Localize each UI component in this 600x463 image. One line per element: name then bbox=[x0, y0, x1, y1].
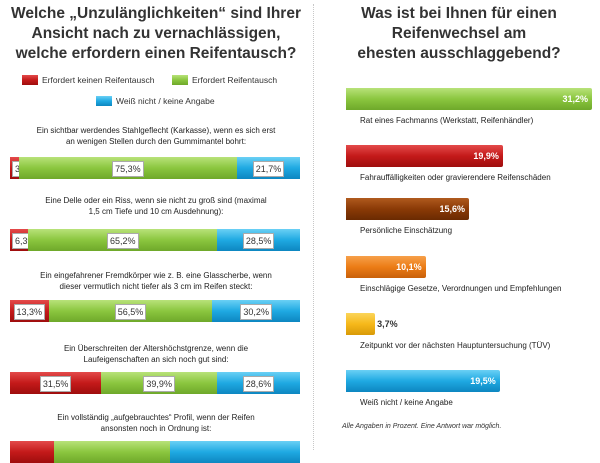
question-line: Ein eingefahrener Fremdkörper wie z. B. … bbox=[40, 271, 272, 280]
legend-swatch bbox=[22, 75, 38, 85]
bar-segment: 65,2% bbox=[28, 229, 218, 251]
question-line: Ein vollständig „aufgebrauchtes“ Profil,… bbox=[57, 413, 255, 422]
left-chart-title: Welche „Unzulänglichkeiten“ sind Ihrer A… bbox=[4, 4, 308, 64]
question-line: Ein sichtbar werdendes Stahlgeflecht (Ka… bbox=[36, 126, 276, 135]
question-line: ansonsten noch in Ordnung ist: bbox=[100, 424, 212, 433]
data-label: 75,3% bbox=[112, 161, 144, 177]
stacked-bar: 13,3% 56,5% 30,2% bbox=[10, 300, 300, 322]
right-title-line: Was ist bei Ihnen für einen bbox=[361, 5, 557, 22]
bar-segment: 56,5% bbox=[48, 300, 213, 322]
left-title-line: Ansicht nach zu vernachlässigen, bbox=[31, 25, 281, 42]
bar-segment: 75,3% bbox=[18, 157, 238, 179]
bar bbox=[346, 313, 376, 335]
data-label: 30,2% bbox=[240, 304, 272, 320]
legend-label: Weiß nicht / keine Angabe bbox=[116, 96, 215, 106]
data-label: 19,5% bbox=[470, 376, 496, 386]
question-text: Ein eingefahrener Fremdkörper wie z. B. … bbox=[6, 270, 306, 292]
question-line: an wenigen Stellen durch den Gummimantel… bbox=[65, 137, 247, 146]
left-title-line: Welche „Unzulänglichkeiten“ sind Ihrer bbox=[11, 5, 301, 22]
question-line: Laufeigenschaften an sich noch gut sind: bbox=[83, 355, 229, 364]
bar bbox=[346, 88, 592, 110]
bar-segment bbox=[169, 441, 300, 463]
question-text: Ein vollständig „aufgebrauchtes“ Profil,… bbox=[6, 412, 306, 434]
data-label: 56,5% bbox=[114, 304, 147, 320]
data-label: 28,5% bbox=[242, 233, 275, 249]
bar-segment: 28,6% bbox=[217, 372, 300, 394]
bar-segment bbox=[10, 441, 54, 463]
question-line: 1,5 cm Tiefe und 10 cm Ausdehnung): bbox=[88, 207, 224, 216]
right-chart-panel: Was ist bei Ihnen für einen Reifenwechse… bbox=[318, 0, 600, 450]
legend-swatch bbox=[172, 75, 188, 85]
category-label: Rat eines Fachmanns (Werkstatt, Reifenhä… bbox=[360, 116, 534, 125]
bar bbox=[346, 256, 426, 278]
stacked-bar bbox=[10, 441, 300, 463]
legend-label: Erfordert Reifentausch bbox=[192, 75, 278, 85]
question-text: Ein sichtbar werdendes Stahlgeflecht (Ka… bbox=[6, 125, 306, 147]
data-label: 28,6% bbox=[242, 376, 275, 392]
bar-segment: 30,2% bbox=[212, 300, 300, 322]
question-text: Ein Überschreiten der Altershöchstgrenze… bbox=[6, 343, 306, 365]
right-title-line: ehesten ausschlaggebend? bbox=[357, 45, 561, 62]
left-chart-panel: Welche „Unzulänglichkeiten“ sind Ihrer A… bbox=[4, 4, 308, 463]
data-label: 3,7% bbox=[377, 319, 398, 329]
bar-segment: 28,5% bbox=[217, 229, 300, 251]
data-label: 10,1% bbox=[396, 262, 422, 272]
question-line: Ein Überschreiten der Altershöchstgrenze… bbox=[63, 344, 249, 353]
bar-segment: 39,9% bbox=[101, 372, 218, 394]
question-line: Eine Delle oder ein Riss, wenn sie nicht… bbox=[45, 196, 267, 205]
category-label: Persönliche Einschätzung bbox=[360, 226, 453, 235]
bar bbox=[346, 198, 469, 220]
data-label: 65,2% bbox=[107, 233, 139, 249]
legend-swatch bbox=[96, 96, 112, 106]
panel-divider bbox=[313, 4, 314, 450]
bar-segment: 21,7% bbox=[237, 157, 300, 179]
bar bbox=[346, 145, 503, 167]
data-label: 21,7% bbox=[252, 161, 285, 177]
data-label: 13,3% bbox=[13, 304, 46, 320]
bar-segment: 31,5% bbox=[10, 372, 102, 394]
bar-segment: 6,3% bbox=[10, 229, 39, 251]
right-title-line: Reifenwechsel am bbox=[391, 25, 527, 42]
category-label: Weiß nicht / keine Angabe bbox=[360, 398, 453, 407]
bar bbox=[346, 370, 500, 392]
category-label: Einschlägige Gesetze, Verordnungen und E… bbox=[360, 284, 562, 293]
bar-segment bbox=[53, 441, 170, 463]
data-label: 31,2% bbox=[562, 94, 588, 104]
data-label: 19,9% bbox=[473, 151, 499, 161]
right-chart-title: Was ist bei Ihnen für einen Reifenwechse… bbox=[318, 4, 600, 64]
stacked-bar: 3,0% 75,3% 21,7% bbox=[10, 157, 300, 179]
stacked-bar: 6,3% 65,2% 28,5% bbox=[10, 229, 300, 251]
category-label: Fahrauffälligkeiten oder gravierendere R… bbox=[360, 173, 551, 182]
data-label: 39,9% bbox=[143, 376, 175, 392]
bar-segment: 3,0% bbox=[10, 157, 39, 179]
bar-segment: 13,3% bbox=[10, 300, 49, 322]
stacked-bar: 31,5% 39,9% 28,6% bbox=[10, 372, 300, 394]
left-title-line: welche erfordern einen Reifentausch? bbox=[15, 45, 297, 62]
category-label: Zeitpunkt vor der nächsten Hauptuntersuc… bbox=[360, 341, 551, 350]
question-text: Eine Delle oder ein Riss, wenn sie nicht… bbox=[6, 195, 306, 217]
data-label: 31,5% bbox=[39, 376, 72, 392]
legend-label: Erfordert keinen Reifentausch bbox=[42, 75, 155, 85]
question-line: dieser vermutlich nicht tiefer als 3 cm … bbox=[59, 282, 253, 291]
footnote: Alle Angaben in Prozent. Eine Antwort wa… bbox=[342, 423, 502, 430]
data-label: 15,6% bbox=[439, 204, 465, 214]
